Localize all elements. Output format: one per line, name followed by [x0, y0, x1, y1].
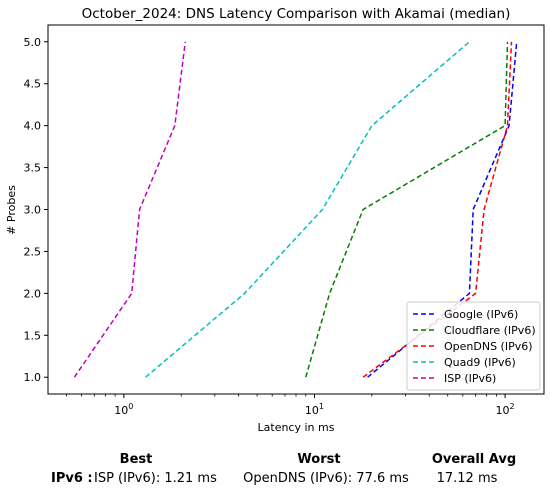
best-value: ISP (IPv6): 1.21 ms: [94, 471, 217, 486]
legend-label: OpenDNS (IPv6): [444, 340, 533, 353]
y-axis-label: # Probes: [5, 185, 18, 235]
y-tick-label: 1.5: [24, 329, 42, 342]
ipv6-row-label: IPv6 :: [51, 471, 93, 486]
x-tick-label: 101: [305, 402, 324, 417]
worst-value: OpenDNS (IPv6): 77.6 ms: [243, 471, 409, 486]
legend-label: Cloudflare (IPv6): [444, 324, 536, 337]
series-line: [145, 41, 470, 378]
series-line: [305, 41, 509, 378]
y-tick-label: 3.0: [24, 204, 42, 217]
x-axis-label: Latency in ms: [258, 421, 335, 434]
y-tick-label: 3.5: [24, 162, 42, 175]
legend-label: Google (IPv6): [444, 308, 518, 321]
best-header: Best: [119, 452, 153, 467]
y-tick-label: 4.0: [24, 120, 42, 133]
legend-label: ISP (IPv6): [444, 372, 496, 385]
chart-title: October_2024: DNS Latency Comparison wit…: [82, 6, 511, 22]
y-tick-label: 2.0: [24, 287, 42, 300]
worst-header: Worst: [297, 452, 341, 467]
overall-avg-header: Overall Avg: [431, 452, 517, 467]
x-tick-label: 100: [114, 402, 133, 417]
legend-box: [406, 301, 541, 391]
y-tick-label: 4.5: [24, 78, 42, 91]
series-line: [73, 41, 187, 378]
y-tick-label: 2.5: [24, 245, 42, 258]
y-tick-label: 5.0: [24, 36, 42, 49]
x-tick-label: 102: [496, 402, 515, 417]
series-line: [362, 41, 513, 378]
y-tick-label: 1.0: [24, 371, 42, 384]
overall-avg-value: 17.12 ms: [436, 471, 498, 486]
legend-label: Quad9 (IPv6): [444, 356, 516, 369]
chart-legend: Google (IPv6) Cloudflare (IPv6) OpenDNS (I…: [406, 301, 541, 391]
